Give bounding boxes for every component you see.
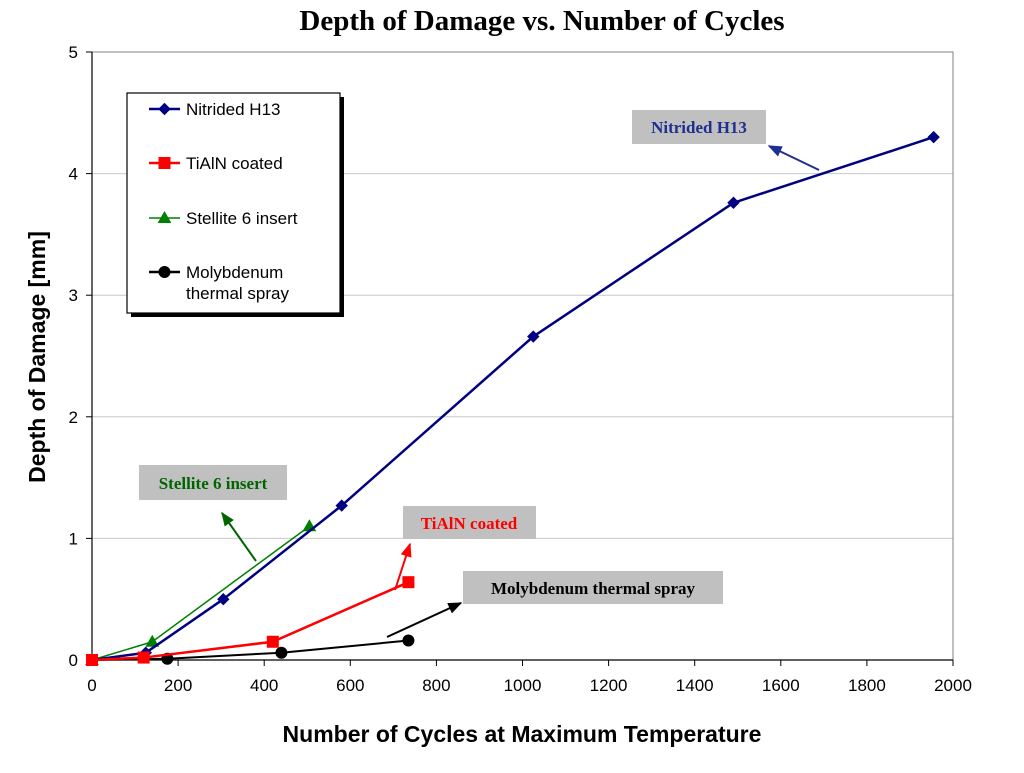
legend-item-2: Stellite 6 insert xyxy=(149,209,298,228)
x-tick-label: 1400 xyxy=(676,676,714,695)
y-tick-label: 3 xyxy=(69,286,78,305)
y-tick-label: 5 xyxy=(69,43,78,62)
legend-label: TiAlN coated xyxy=(186,154,283,173)
data-point xyxy=(266,635,279,648)
y-tick-label: 2 xyxy=(69,408,78,427)
legend-marker xyxy=(158,157,171,169)
legend-label-line: Nitrided H13 xyxy=(186,100,281,119)
legend-label-line: Molybdenum xyxy=(186,263,283,282)
x-tick-label: 2000 xyxy=(934,676,972,695)
x-axis-label: Number of Cycles at Maximum Temperature xyxy=(283,721,762,747)
x-tick-label: 200 xyxy=(164,676,192,695)
x-tick-label: 1800 xyxy=(848,676,886,695)
legend-marker xyxy=(158,266,171,278)
annotations: Nitrided H13 Stellite 6 insert TiAlN coate… xyxy=(139,110,820,638)
annotation-box xyxy=(403,506,536,539)
legend-marker xyxy=(158,102,171,116)
annotation-arrow xyxy=(767,145,820,171)
chart-title: Depth of Damage vs. Number of Cycles xyxy=(299,5,784,37)
legend-marker xyxy=(157,210,172,223)
legend-label-line: thermal spray xyxy=(186,284,289,303)
series-line xyxy=(91,581,409,662)
annotation-label: TiAlN coated xyxy=(421,514,518,533)
data-point xyxy=(402,634,415,647)
legend-label-line: TiAlN coated xyxy=(186,154,283,173)
annotation-2: TiAlN coated xyxy=(394,506,536,591)
data-point xyxy=(727,196,740,209)
x-tick-label: 0 xyxy=(87,676,96,695)
x-tick-label: 400 xyxy=(250,676,278,695)
legend-item-1: TiAlN coated xyxy=(149,154,283,173)
annotation-label: Nitrided H13 xyxy=(651,118,747,137)
x-tick-label: 1600 xyxy=(762,676,800,695)
data-point xyxy=(137,651,150,664)
legend-label: Molybdenum thermal spray xyxy=(186,263,289,303)
legend-label-line: Stellite 6 insert xyxy=(186,209,298,228)
annotation-arrow xyxy=(394,542,412,591)
tick-labels: 0 1 2 3 4 5 0 200 400 600 800 1000 1200 1400 1600 1800 2… xyxy=(69,43,972,695)
legend-item-3: Molybdenum thermal spray xyxy=(149,263,289,303)
annotation-arrow xyxy=(221,511,257,562)
data-point xyxy=(527,330,540,343)
x-tick-label: 1200 xyxy=(590,676,628,695)
annotation-box xyxy=(463,571,723,604)
annotation-0: Nitrided H13 xyxy=(632,110,820,171)
data-point xyxy=(86,654,98,666)
data-point xyxy=(217,592,230,606)
data-point xyxy=(335,499,348,512)
legend-label: Nitrided H13 xyxy=(186,100,281,119)
annotation-label: Molybdenum thermal spray xyxy=(491,579,696,598)
annotation-label: Stellite 6 insert xyxy=(159,474,268,493)
annotation-box xyxy=(139,465,287,500)
x-tick-label: 800 xyxy=(422,676,450,695)
annotation-arrow xyxy=(386,602,463,638)
legend-label: Stellite 6 insert xyxy=(186,209,298,228)
y-tick-label: 1 xyxy=(69,529,78,548)
x-tick-label: 1000 xyxy=(504,676,542,695)
y-tick-label: 4 xyxy=(69,165,78,184)
series-1 xyxy=(86,576,415,666)
series-2 xyxy=(85,519,317,665)
series-3 xyxy=(86,634,415,666)
data-point xyxy=(145,634,160,647)
legend[interactable]: Nitrided H13 TiAlN coated Stellite 6 inser… xyxy=(126,92,344,317)
data-point xyxy=(402,576,415,589)
axes xyxy=(86,51,954,666)
annotation-box xyxy=(632,110,766,144)
y-tick-label: 0 xyxy=(69,651,78,670)
annotation-1: Stellite 6 insert xyxy=(139,465,287,562)
data-point xyxy=(275,646,288,659)
legend-item-0: Nitrided H13 xyxy=(149,100,281,119)
x-tick-label: 600 xyxy=(336,676,364,695)
data-point xyxy=(927,130,940,144)
y-axis-label: Depth of Damage [mm] xyxy=(24,231,50,483)
data-series xyxy=(85,130,940,667)
annotation-3: Molybdenum thermal spray xyxy=(386,571,723,638)
